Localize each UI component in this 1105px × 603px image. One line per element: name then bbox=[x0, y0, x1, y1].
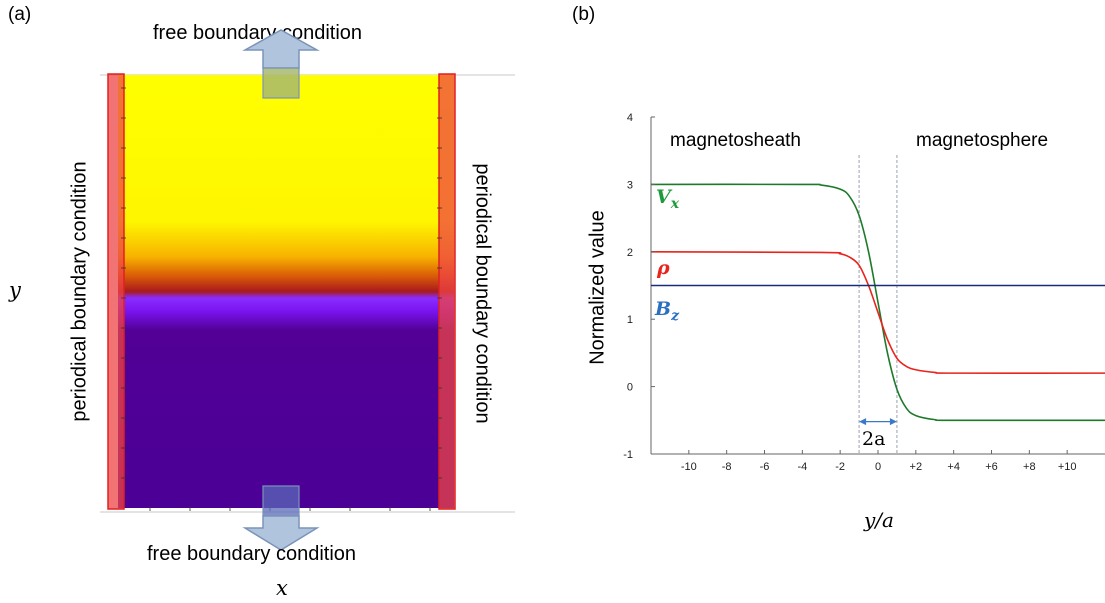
bottom-free-boundary-label: free boundary condition bbox=[147, 543, 357, 565]
legend-bz: Bz bbox=[655, 298, 679, 324]
right-edge-ticks bbox=[437, 87, 442, 479]
legend-rho: ρ bbox=[657, 257, 670, 279]
legend-vx-sub: x bbox=[670, 195, 680, 212]
y-tick-label: 0 bbox=[627, 382, 633, 394]
series-rho-line bbox=[650, 251, 1105, 374]
x-tick-label: 0 bbox=[875, 461, 881, 473]
magnetosheath-label: magnetosheath bbox=[670, 130, 801, 151]
right-boundary-strip bbox=[438, 73, 456, 510]
panel-b-label: (b) bbox=[572, 4, 596, 25]
x-tick-label: +8 bbox=[1023, 461, 1036, 473]
plasma-domain bbox=[118, 75, 454, 508]
x-tick-label: -2 bbox=[835, 461, 845, 473]
y-tick-label: 1 bbox=[627, 314, 633, 326]
legend-vx-main: V bbox=[656, 186, 671, 208]
x-tick-label: -10 bbox=[681, 461, 697, 473]
top-outflow-arrow-icon bbox=[242, 29, 320, 69]
legend-bz-sub: z bbox=[671, 307, 680, 324]
top-free-boundary-label: free boundary condition bbox=[153, 22, 363, 44]
right-periodic-boundary-label: periodical boundary condition bbox=[471, 163, 494, 424]
x-tick-label: -8 bbox=[722, 461, 732, 473]
y-tick-label: -1 bbox=[623, 449, 633, 461]
x-tick-label: +2 bbox=[910, 461, 923, 473]
y-tick-label: 3 bbox=[627, 179, 633, 191]
left-edge-ticks bbox=[121, 87, 126, 479]
x-tick-label: -6 bbox=[760, 461, 770, 473]
x-tick-label: +6 bbox=[985, 461, 998, 473]
panel-a-label: (a) bbox=[8, 4, 32, 25]
width-annotation-label: 2a bbox=[862, 428, 886, 450]
left-boundary-strip bbox=[107, 73, 125, 510]
magnetosphere-label: magnetosphere bbox=[916, 130, 1049, 151]
y-axis-symbol: y bbox=[9, 278, 21, 302]
legend-vx: Vx bbox=[656, 186, 679, 212]
simulation-domain bbox=[100, 29, 515, 551]
x-tick-label: +4 bbox=[947, 461, 960, 473]
top-arrow-stem bbox=[262, 67, 300, 99]
x-tick-label: +10 bbox=[1058, 461, 1077, 473]
series-vx-line bbox=[650, 183, 1105, 422]
legend-bz-main: B bbox=[655, 298, 672, 320]
y-axis-title: Normalized value bbox=[586, 210, 609, 365]
left-periodic-boundary-label: periodical boundary condition bbox=[68, 161, 91, 422]
x-axis-symbol: x bbox=[276, 576, 288, 600]
bottom-arrow-stem bbox=[262, 485, 300, 517]
width-arrow-right-icon bbox=[889, 418, 897, 426]
y-tick-label: 2 bbox=[627, 247, 633, 259]
x-axis-title: y/a bbox=[864, 508, 894, 532]
bottom-outflow-arrow-icon bbox=[242, 515, 320, 551]
width-arrow-left-icon bbox=[859, 418, 867, 426]
x-tick-label: -4 bbox=[797, 461, 807, 473]
y-tick-label: 4 bbox=[627, 112, 633, 124]
